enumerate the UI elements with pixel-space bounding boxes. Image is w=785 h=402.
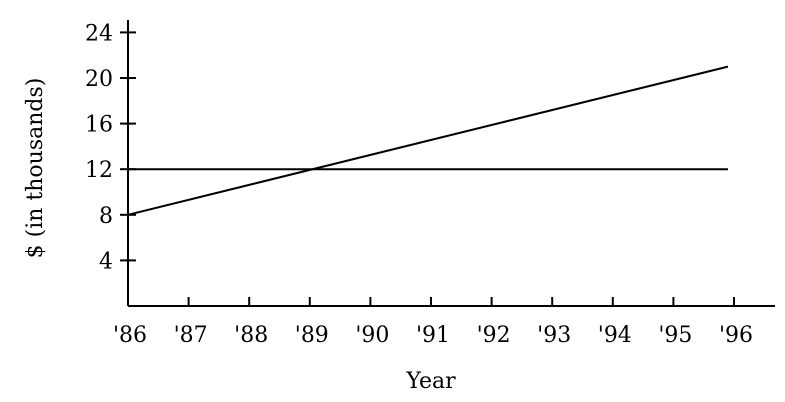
axes xyxy=(127,20,775,307)
x-tick-label: '93 xyxy=(537,323,571,348)
x-tick-label: '87 xyxy=(174,323,208,348)
x-tick-label: '90 xyxy=(355,323,389,348)
x-tick-label: '88 xyxy=(234,323,268,348)
x-tick-label: '95 xyxy=(658,323,692,348)
y-axis-label: $ (in thousands) xyxy=(23,78,48,259)
y-tick-label: 4 xyxy=(99,249,113,274)
x-tick-label: '86 xyxy=(113,323,147,348)
y-tick-label: 24 xyxy=(85,21,113,46)
y-tick-label: 8 xyxy=(99,204,113,229)
series-line-1 xyxy=(127,65,729,216)
x-ticks: '86 '87 '88 '89 '90 '91 '92 '93 '94 '95 '96 xyxy=(113,297,753,348)
x-tick-label: '89 xyxy=(295,323,329,348)
x-tick-label: '94 xyxy=(598,323,632,348)
x-tick-label: '96 xyxy=(719,323,753,348)
x-axis-label: Year xyxy=(405,369,456,394)
x-tick-label: '92 xyxy=(477,323,511,348)
y-ticks: 4 8 12 16 20 24 xyxy=(85,21,136,274)
y-tick-label: 12 xyxy=(85,158,113,183)
y-tick-label: 16 xyxy=(85,113,113,138)
y-tick-label: 20 xyxy=(85,67,113,92)
series-group xyxy=(127,65,729,216)
x-tick-label: '91 xyxy=(416,323,450,348)
